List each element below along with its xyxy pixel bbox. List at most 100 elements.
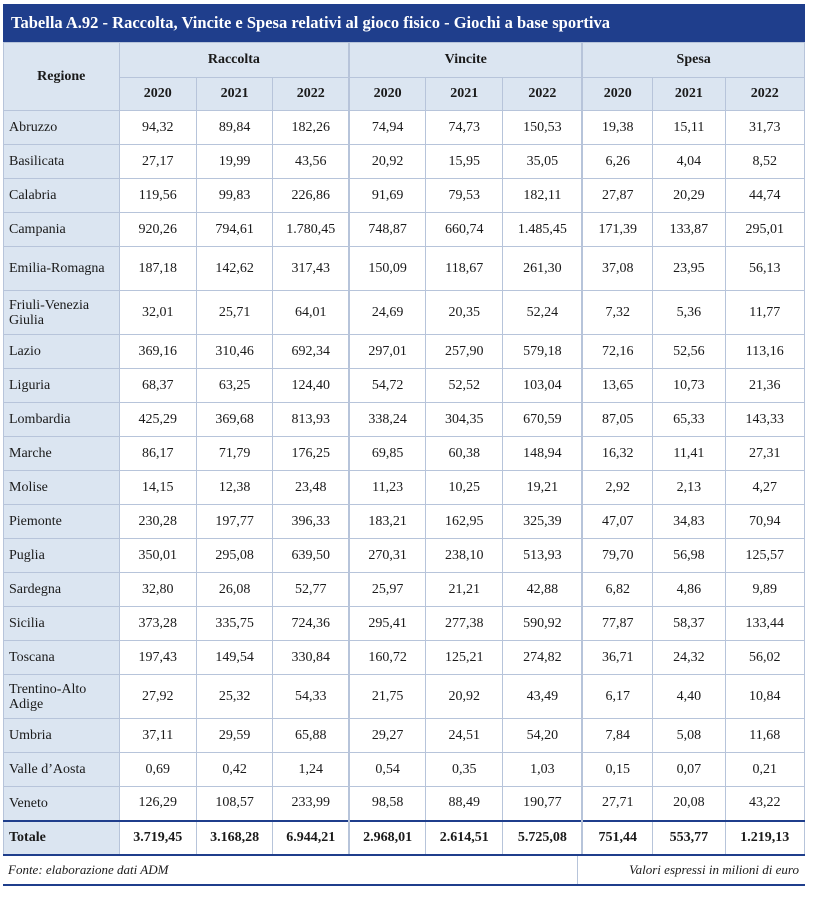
table-row: Campania 920,26 794,61 1.780,45 748,87 660,74… — [3, 212, 806, 247]
value-cell: 295,08 — [195, 538, 274, 573]
value-cell: 54,20 — [502, 718, 583, 753]
value-cell: 21,75 — [348, 674, 427, 719]
value-cell: 37,11 — [118, 718, 197, 753]
value-cell: 1.219,13 — [724, 819, 806, 856]
data-table: Regione Raccolta Vincite Spesa 2020 2021… — [3, 42, 806, 856]
value-cell: 7,32 — [581, 290, 654, 335]
value-cell: 0,42 — [195, 752, 274, 787]
region-cell: Umbria — [3, 718, 120, 753]
value-cell: 37,08 — [581, 246, 654, 291]
value-cell: 64,01 — [272, 290, 350, 335]
value-cell: 238,10 — [425, 538, 504, 573]
table-row: Friuli-Venezia Giulia 32,01 25,71 64,01 24,6… — [3, 290, 806, 335]
value-cell: 20,29 — [652, 178, 726, 213]
region-cell: Piemonte — [3, 504, 120, 539]
value-cell: 553,77 — [652, 819, 726, 856]
value-cell: 58,37 — [652, 606, 726, 641]
value-cell: 11,23 — [348, 470, 427, 505]
value-cell: 14,15 — [118, 470, 197, 505]
value-cell: 71,79 — [195, 436, 274, 471]
value-cell: 4,40 — [652, 674, 726, 719]
value-cell: 3.719,45 — [118, 819, 197, 856]
value-cell: 65,88 — [272, 718, 350, 753]
table-row: Trentino-Alto Adige 27,92 25,32 54,33 21,75 2… — [3, 674, 806, 719]
year-header: 2020 — [118, 77, 197, 111]
value-cell: 98,58 — [348, 786, 427, 821]
value-cell: 29,27 — [348, 718, 427, 753]
table-row: Liguria 68,37 63,25 124,40 54,72 52,52 103,04 1… — [3, 368, 806, 403]
value-cell: 54,72 — [348, 368, 427, 403]
value-cell: 26,08 — [195, 572, 274, 607]
value-cell: 304,35 — [425, 402, 504, 437]
value-cell: 9,89 — [724, 572, 806, 607]
value-cell: 25,97 — [348, 572, 427, 607]
value-cell: 124,40 — [272, 368, 350, 403]
value-cell: 19,21 — [502, 470, 583, 505]
value-cell: 43,49 — [502, 674, 583, 719]
value-cell: 10,73 — [652, 368, 726, 403]
region-cell: Sicilia — [3, 606, 120, 641]
value-cell: 639,50 — [272, 538, 350, 573]
value-cell: 197,43 — [118, 640, 197, 675]
value-cell: 142,62 — [195, 246, 274, 291]
value-cell: 23,95 — [652, 246, 726, 291]
value-cell: 27,31 — [724, 436, 806, 471]
table-header: Regione Raccolta Vincite Spesa 2020 2021… — [3, 42, 806, 111]
value-cell: 295,41 — [348, 606, 427, 641]
region-cell: Basilicata — [3, 144, 120, 179]
table-row: Lazio 369,16 310,46 692,34 297,01 257,90 579,1… — [3, 334, 806, 369]
value-cell: 34,83 — [652, 504, 726, 539]
value-cell: 230,28 — [118, 504, 197, 539]
value-cell: 350,01 — [118, 538, 197, 573]
value-cell: 20,92 — [348, 144, 427, 179]
value-cell: 2,92 — [581, 470, 654, 505]
region-cell: Liguria — [3, 368, 120, 403]
value-cell: 1,24 — [272, 752, 350, 787]
value-cell: 183,21 — [348, 504, 427, 539]
value-cell: 43,56 — [272, 144, 350, 179]
value-cell: 11,68 — [724, 718, 806, 753]
value-cell: 143,33 — [724, 402, 806, 437]
value-cell: 47,07 — [581, 504, 654, 539]
region-cell: Veneto — [3, 786, 120, 821]
value-cell: 119,56 — [118, 178, 197, 213]
value-cell: 233,99 — [272, 786, 350, 821]
source-note: Fonte: elaborazione dati ADM — [3, 855, 578, 884]
value-cell: 197,77 — [195, 504, 274, 539]
value-cell: 13,65 — [581, 368, 654, 403]
value-cell: 133,87 — [652, 212, 726, 247]
value-cell: 11,41 — [652, 436, 726, 471]
value-cell: 148,94 — [502, 436, 583, 471]
value-cell: 36,71 — [581, 640, 654, 675]
value-cell: 43,22 — [724, 786, 806, 821]
value-cell: 125,21 — [425, 640, 504, 675]
value-cell: 15,11 — [652, 110, 726, 145]
value-cell: 42,88 — [502, 572, 583, 607]
group-header-raccolta: Raccolta — [118, 42, 350, 78]
value-cell: 74,94 — [348, 110, 427, 145]
value-cell: 31,73 — [724, 110, 806, 145]
value-cell: 751,44 — [581, 819, 654, 856]
region-cell: Campania — [3, 212, 120, 247]
value-cell: 88,49 — [425, 786, 504, 821]
value-cell: 3.168,28 — [195, 819, 274, 856]
value-cell: 0,07 — [652, 752, 726, 787]
value-cell: 20,92 — [425, 674, 504, 719]
group-header-vincite: Vincite — [348, 42, 583, 78]
value-cell: 25,71 — [195, 290, 274, 335]
value-cell: 89,84 — [195, 110, 274, 145]
table-title: Tabella A.92 - Raccolta, Vincite e Spesa… — [3, 4, 805, 42]
value-cell: 56,02 — [724, 640, 806, 675]
value-cell: 6.944,21 — [272, 819, 350, 856]
value-cell: 813,93 — [272, 402, 350, 437]
value-cell: 5,08 — [652, 718, 726, 753]
value-cell: 74,73 — [425, 110, 504, 145]
value-cell: 182,26 — [272, 110, 350, 145]
year-header: 2021 — [652, 77, 726, 111]
value-cell: 190,77 — [502, 786, 583, 821]
region-cell: Abruzzo — [3, 110, 120, 145]
value-cell: 1.485,45 — [502, 212, 583, 247]
value-cell: 187,18 — [118, 246, 197, 291]
value-cell: 99,83 — [195, 178, 274, 213]
value-cell: 182,11 — [502, 178, 583, 213]
